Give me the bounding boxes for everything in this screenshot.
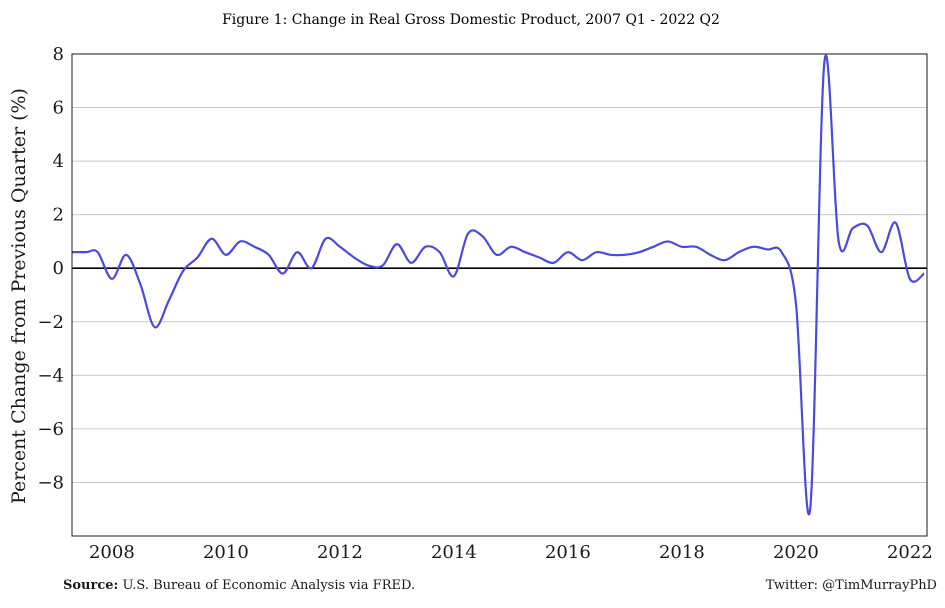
- y-tick-labels: −8 −6 −4 −2 0 2 4 6 8: [37, 44, 64, 493]
- source-label: Source:: [63, 578, 119, 593]
- x-tick-label: 2018: [659, 542, 705, 563]
- x-tick-label: 2012: [317, 542, 363, 563]
- y-tick-label: 4: [53, 151, 64, 172]
- y-tick-label: 8: [53, 44, 64, 65]
- source-note: Source: U.S. Bureau of Economic Analysis…: [63, 578, 415, 593]
- y-tick-label: −2: [37, 312, 64, 333]
- x-tick-label: 2022: [887, 542, 933, 563]
- gdp-series-line: [72, 54, 925, 516]
- chart-title: Figure 1: Change in Real Gross Domestic …: [222, 12, 720, 28]
- x-tick-label: 2020: [773, 542, 819, 563]
- y-tick-label: 2: [53, 205, 64, 226]
- y-tick-label: −4: [37, 365, 64, 386]
- y-tick-label: 6: [53, 98, 64, 119]
- x-tick-label: 2010: [203, 542, 249, 563]
- y-tick-label: 0: [53, 258, 64, 279]
- x-tick-label: 2014: [431, 542, 477, 563]
- plot-frame: [71, 53, 928, 537]
- x-tick-label: 2008: [89, 542, 135, 563]
- y-tick-label: −6: [37, 419, 64, 440]
- x-tick-labels: 2008 2010 2012 2014 2016 2018 2020 2022: [89, 542, 933, 563]
- y-tick-label: −8: [37, 472, 64, 493]
- y-axis-label: Percent Change from Previous Quarter (%): [8, 88, 30, 504]
- grid-layer: [72, 53, 927, 483]
- source-text: U.S. Bureau of Economic Analysis via FRE…: [122, 578, 416, 593]
- credit-text: Twitter: @TimMurrayPhD: [765, 578, 937, 593]
- x-tick-label: 2016: [545, 542, 591, 563]
